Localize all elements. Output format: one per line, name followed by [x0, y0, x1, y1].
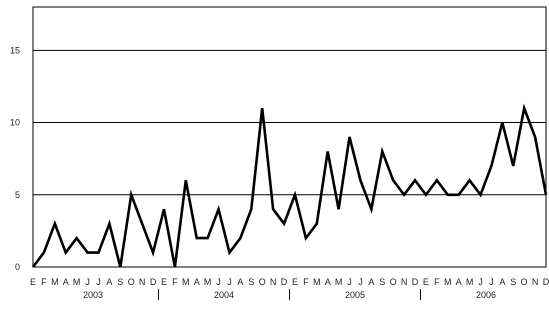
x-tick-label-month: N — [139, 277, 146, 287]
x-tick-label-month: S — [510, 277, 516, 287]
x-tick-label-month: J — [489, 277, 494, 287]
x-tick-label-month: N — [270, 277, 277, 287]
x-tick-label-month: D — [281, 277, 288, 287]
x-tick-label-month: J — [347, 277, 352, 287]
x-tick-label-month: J — [85, 277, 90, 287]
x-tick-label-month: M — [182, 277, 190, 287]
x-tick-label-month: A — [456, 277, 462, 287]
x-tick-label-month: A — [325, 277, 331, 287]
x-tick-label-month: J — [216, 277, 221, 287]
x-tick-label-month: M — [313, 277, 321, 287]
x-tick-label-month: M — [466, 277, 474, 287]
x-tick-label-month: O — [521, 277, 528, 287]
y-axis-ticks: 0 5 10 15 — [10, 45, 20, 272]
x-tick-label-month: S — [117, 277, 123, 287]
x-tick-label-month: D — [412, 277, 419, 287]
gridlines — [33, 49, 546, 196]
x-tick-label-month: A — [237, 277, 243, 287]
year-label: 2005 — [345, 290, 365, 300]
x-tick-label-month: D — [150, 277, 157, 287]
x-tick-label-month: A — [194, 277, 200, 287]
x-tick-label-month: O — [259, 277, 266, 287]
x-tick-label-month: E — [30, 277, 36, 287]
x-tick-label-month: J — [227, 277, 232, 287]
x-tick-label-month: A — [63, 277, 69, 287]
x-tick-label-month: J — [358, 277, 363, 287]
x-tick-label-month: F — [172, 277, 178, 287]
series-line — [31, 103, 548, 268]
x-tick-label-month: F — [303, 277, 309, 287]
y-tick-label: 15 — [10, 45, 20, 55]
year-label: 2003 — [83, 290, 103, 300]
x-tick-label-month: N — [532, 277, 539, 287]
x-tick-label-month: S — [379, 277, 385, 287]
source-note — [6, 316, 306, 322]
x-tick-label-month: D — [543, 277, 549, 287]
x-tick-label-month: S — [248, 277, 254, 287]
x-tick-label-month: F — [434, 277, 440, 287]
series-layer — [31, 103, 548, 268]
x-tick-label-month: E — [161, 277, 167, 287]
x-tick-label-month: A — [106, 277, 112, 287]
x-tick-label-month: M — [51, 277, 59, 287]
x-tick-label-month: E — [423, 277, 429, 287]
plot-frame — [32, 6, 547, 268]
y-tick-label: 10 — [10, 118, 20, 128]
x-tick-label-month: A — [499, 277, 505, 287]
x-tick-label-month: O — [128, 277, 135, 287]
x-tick-label-month: F — [41, 277, 47, 287]
x-tick-label-month: O — [390, 277, 397, 287]
x-tick-label-month: J — [96, 277, 101, 287]
x-tick-label-month: M — [73, 277, 81, 287]
x-tick-label-month: A — [368, 277, 374, 287]
y-tick-label: 5 — [15, 190, 20, 200]
x-tick-label-month: E — [292, 277, 298, 287]
y-tick-label: 0 — [15, 262, 20, 272]
year-label: 2006 — [476, 290, 496, 300]
year-label: 2004 — [214, 290, 234, 300]
x-tick-label-month: M — [204, 277, 212, 287]
x-tick-label-month: J — [478, 277, 483, 287]
x-tick-label-month: M — [335, 277, 343, 287]
x-tick-label-month: N — [401, 277, 408, 287]
x-tick-label-month: M — [444, 277, 452, 287]
